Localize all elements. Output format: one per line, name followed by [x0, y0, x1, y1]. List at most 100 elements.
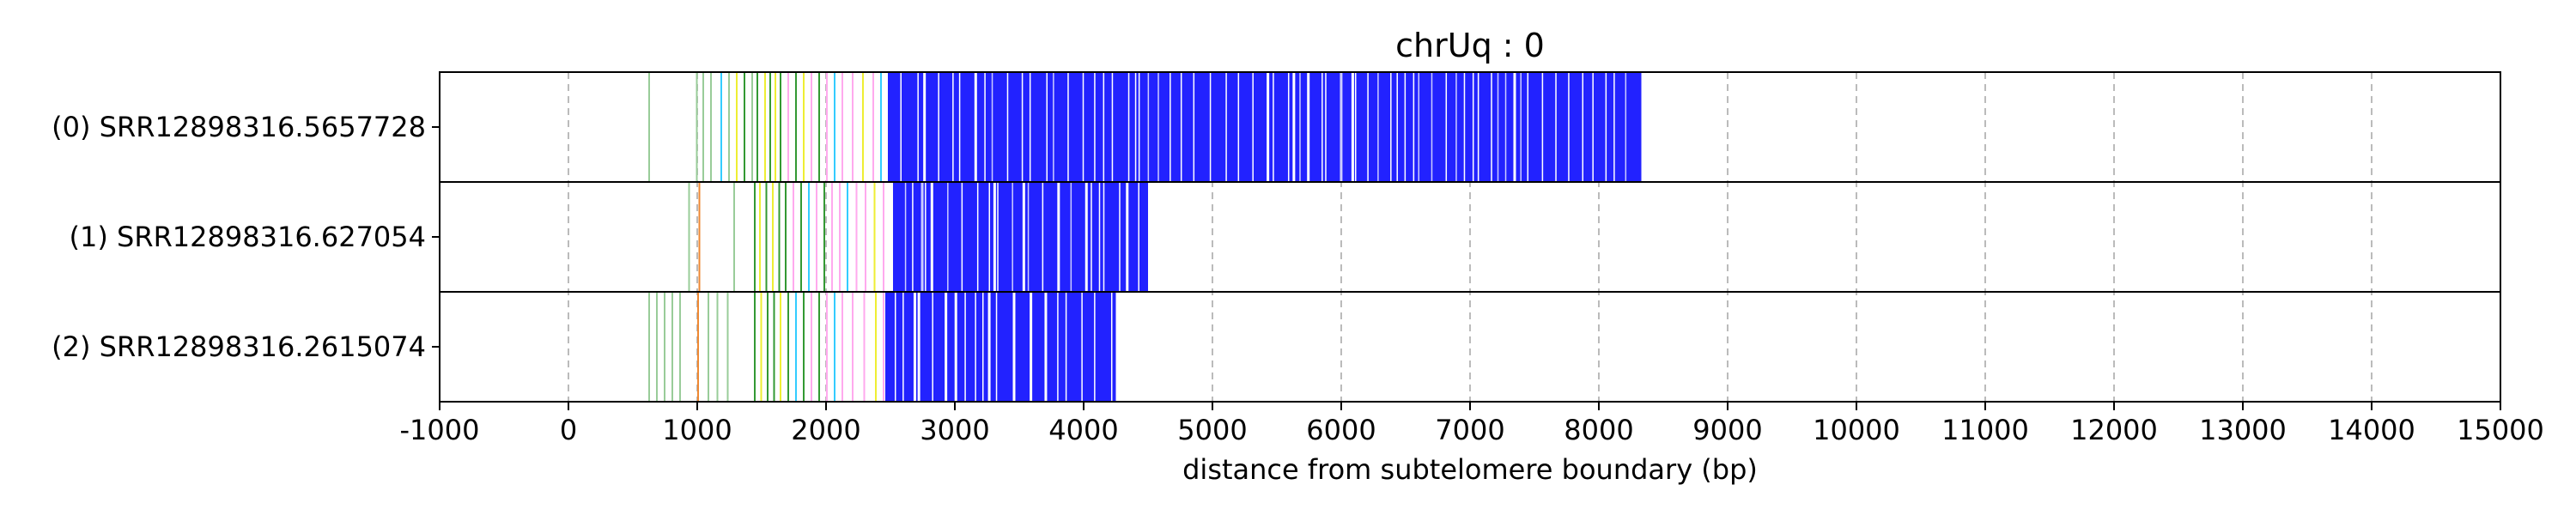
feature-mark [702, 72, 704, 182]
feature-gap [975, 292, 976, 402]
x-axis-label: distance from subtelomere boundary (bp) [1182, 453, 1758, 486]
feature-gap [1252, 72, 1254, 182]
feature-mark [671, 292, 673, 402]
feature-gap [1513, 72, 1516, 182]
feature-gap [1396, 72, 1398, 182]
feature-mark [728, 72, 730, 182]
feature-gap [904, 182, 907, 292]
feature-gap [1022, 182, 1025, 292]
x-tick-label: 9000 [1692, 414, 1762, 446]
read-end-mark [1639, 72, 1642, 182]
feature-mark [852, 292, 854, 402]
feature-gap [1091, 182, 1092, 292]
feature-gap [1126, 182, 1129, 292]
feature-mark [823, 182, 825, 292]
feature-gap [1321, 72, 1323, 182]
feature-mark [800, 182, 802, 292]
feature-gap [1094, 72, 1096, 182]
feature-mark [710, 72, 712, 182]
feature-gap [1367, 72, 1369, 182]
feature-gap [923, 72, 927, 182]
feature-gap [1541, 72, 1544, 182]
feature-gap [1377, 72, 1379, 182]
feature-mark [698, 182, 701, 292]
feature-gap [1081, 292, 1083, 402]
feature-gap [961, 182, 963, 292]
read-row-2: (2) SRR12898316.2615074 [52, 291, 2501, 403]
feature-gap [1134, 72, 1137, 182]
feature-mark [778, 182, 781, 292]
feature-mark [834, 72, 835, 182]
x-tick-label: 10000 [1813, 414, 1900, 446]
x-tick-label: 11000 [1941, 414, 2029, 446]
feature-gap [912, 182, 914, 292]
feature-gap [1057, 182, 1060, 292]
feature-gap [1094, 292, 1096, 402]
read-row-1: (1) SRR12898316.627054 [70, 181, 2501, 293]
feature-gap [1012, 182, 1013, 292]
feature-gap [1006, 72, 1009, 182]
feature-mark [826, 72, 828, 182]
feature-mark [883, 292, 884, 402]
dense-block [893, 182, 1148, 292]
feature-mark [811, 292, 812, 402]
x-tick-label: 15000 [2457, 414, 2544, 446]
feature-gap [1046, 72, 1048, 182]
feature-mark [767, 292, 769, 402]
feature-gap [917, 72, 919, 182]
feature-gap [964, 292, 966, 402]
feature-mark [855, 182, 858, 292]
feature-mark [697, 292, 699, 402]
feature-gap [947, 182, 949, 292]
feature-gap [1127, 72, 1130, 182]
feature-gap [913, 292, 916, 402]
feature-mark [716, 292, 719, 402]
feature-gap [1625, 72, 1627, 182]
feature-mark [787, 292, 789, 402]
feature-mark [785, 182, 787, 292]
feature-gap [1084, 182, 1088, 292]
feature-gap [1103, 72, 1105, 182]
feature-gap [894, 292, 896, 402]
feature-mark [795, 72, 797, 182]
feature-mark [863, 292, 866, 402]
feature-gap [1605, 72, 1607, 182]
read-label: (1) SRR12898316.627054 [70, 221, 426, 253]
feature-gap [1053, 72, 1054, 182]
feature-gap [1520, 72, 1522, 182]
feature-gap [1147, 72, 1150, 182]
feature-mark [803, 292, 805, 402]
feature-mark [841, 292, 843, 402]
feature-gap [1021, 72, 1024, 182]
feature-mark [773, 292, 775, 402]
x-tick-label: 7000 [1435, 414, 1504, 446]
x-tick-label: 4000 [1048, 414, 1118, 446]
feature-mark [733, 182, 735, 292]
feature-gap [1351, 72, 1354, 182]
feature-gap [1555, 72, 1557, 182]
feature-mark [839, 182, 841, 292]
read-row-0: (0) SRR12898316.5657728 [52, 71, 2501, 183]
feature-mark [847, 182, 848, 292]
feature-mark [664, 292, 665, 402]
feature-gap [1431, 72, 1433, 182]
feature-mark [808, 182, 810, 292]
x-tick-label: 5000 [1177, 414, 1247, 446]
feature-mark [787, 72, 789, 182]
feature-gap [1027, 182, 1030, 292]
feature-mark [872, 72, 874, 182]
feature-mark [793, 182, 794, 292]
feature-mark [780, 292, 781, 402]
feature-gap [1287, 72, 1290, 182]
feature-gap [1325, 72, 1327, 182]
read-panels: (0) SRR12898316.5657728 (1) SRR12898316.6… [52, 71, 2501, 403]
feature-gap [1582, 72, 1584, 182]
feature-gap [938, 72, 939, 182]
feature-mark [852, 72, 854, 182]
x-tick-label: 6000 [1306, 414, 1376, 446]
feature-gap [1180, 72, 1182, 182]
feature-gap [1138, 72, 1140, 182]
feature-gap [976, 182, 979, 292]
feature-gap [1390, 72, 1392, 182]
feature-gap [1504, 72, 1507, 182]
